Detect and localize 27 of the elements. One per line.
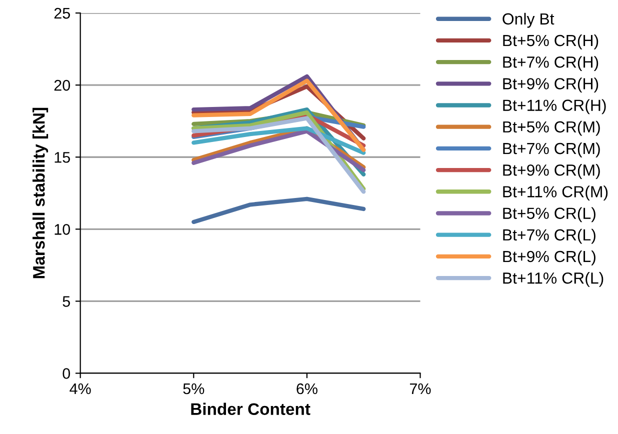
legend-label: Bt+9% CR(L) (503, 250, 596, 266)
x-tick-label: 6% (296, 383, 318, 394)
line-series (192, 126, 366, 155)
legend-label: Bt+11% CR(L) (503, 272, 604, 287)
y-tick-label: 20 (54, 80, 70, 91)
y-axis-title: Marshall stability [kN] (32, 108, 48, 278)
legend-label: Bt+7% CR(M) (503, 142, 600, 158)
x-axis-title: Binder Content (191, 402, 310, 415)
y-tick-label: 10 (54, 224, 70, 235)
legend-label: Bt+5% CR(L) (503, 207, 596, 222)
legend-label: Bt+7% CR(L) (503, 228, 596, 244)
y-tick-label: 5 (62, 296, 70, 307)
x-tick-label: 4% (70, 383, 91, 394)
legend-label: Bt+9% CR(M) (503, 164, 600, 179)
line-series (192, 196, 366, 224)
legend-label: Bt+11% CR(H) (503, 99, 606, 114)
legend-label: Only Bt (502, 12, 554, 28)
legend-label: Bt+5% CR(M) (503, 120, 600, 136)
legend-label: Bt+11% CR(M) (503, 186, 608, 201)
y-tick-label: 0 (62, 368, 70, 379)
y-tick-label: 15 (54, 152, 70, 163)
y-tick-label: 25 (54, 8, 70, 19)
legend-label: Bt+5% CR(H) (503, 34, 598, 50)
x-tick-label: 5% (183, 383, 204, 394)
legend-label: Bt+9% CR(H) (503, 78, 598, 93)
legend-label: Bt+7% CR(H) (503, 56, 598, 71)
x-tick-label: 7% (410, 383, 431, 394)
